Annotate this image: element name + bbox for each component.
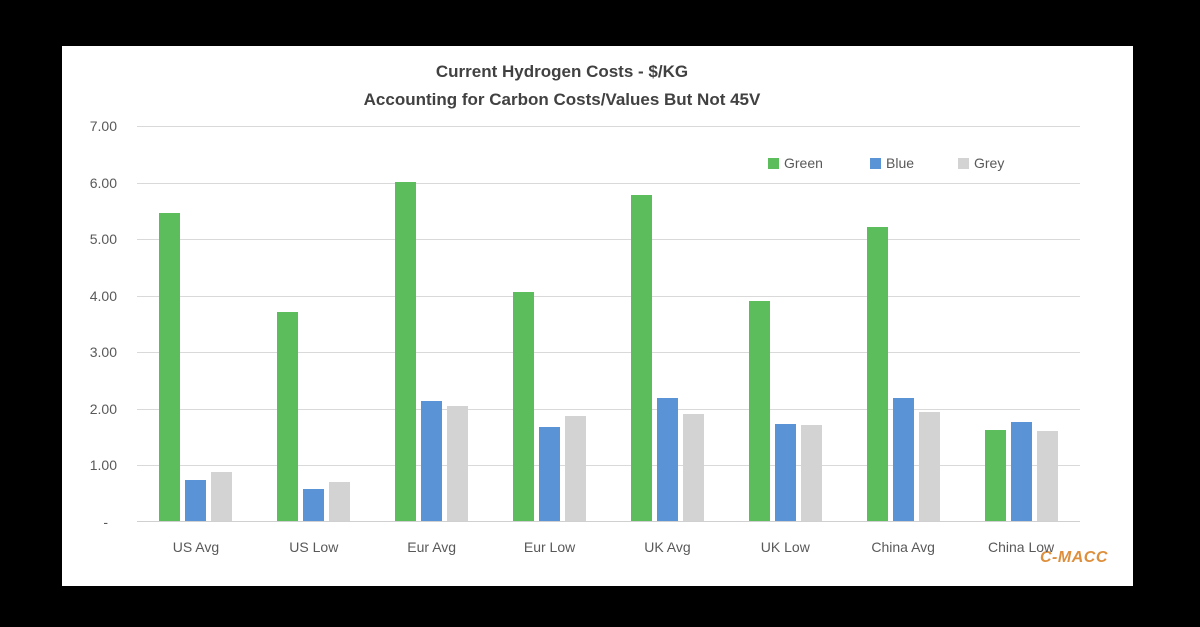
legend-item-green: Green [768,155,823,171]
legend-label-blue: Blue [886,155,915,171]
bar-blue-china-avg [892,397,914,521]
y-tick-label-6: 6.00 [89,174,117,191]
gridline-6 [137,182,1080,184]
chart-title-line2: Accounting for Carbon Costs/Values But N… [363,90,761,109]
bar-green-eur-low [513,291,535,521]
bar-green-us-avg [159,212,181,521]
x-axis-line [137,521,1080,522]
y-tick-label-7: 7.00 [89,118,117,134]
y-tick-label-1: 1.00 [89,457,117,474]
gridline-3 [137,352,1080,354]
chart-card: Current Hydrogen Costs - $/KG Accounting… [62,46,1133,586]
legend-swatch-grey [958,157,969,169]
bar-grey-china-low [1036,431,1058,521]
legend-label-grey: Grey [974,155,1005,171]
y-tick-label-5: 5.00 [89,231,117,248]
bar-blue-uk-low [774,423,796,521]
legend-item-blue: Blue [870,155,914,171]
bar-green-china-low [984,429,1006,521]
chart-title: Current Hydrogen Costs - $/KG Accounting… [62,58,1062,114]
bar-grey-uk-avg [682,414,704,521]
gridline-7 [137,126,1080,127]
bar-grey-eur-avg [447,406,469,521]
bar-blue-eur-low [539,427,561,521]
bar-grey-china-avg [918,411,940,521]
gridline-2 [137,408,1080,410]
legend-swatch-blue [870,157,881,169]
bar-grey-uk-low [800,424,822,521]
bar-green-us-low [277,311,299,521]
bar-green-china-avg [866,226,888,521]
x-tick-label-us-low: US Low [289,539,339,555]
bar-grey-us-avg [211,471,233,521]
bar-green-uk-avg [630,195,652,521]
bar-blue-eur-avg [421,401,443,521]
bar-grey-eur-low [565,416,587,521]
x-tick-label-china-avg: China Avg [871,539,935,555]
x-tick-label-us-avg: US Avg [172,539,220,555]
gridline-4 [137,295,1080,297]
y-tick-label-0: - [103,514,108,530]
chart-title-line1: Current Hydrogen Costs - $/KG [435,62,689,81]
x-tick-label-china-low: China Low [987,539,1055,555]
bar-blue-us-low [303,489,325,521]
bar-blue-china-low [1010,422,1032,521]
bar-green-uk-low [748,300,770,521]
legend-swatch-green [768,157,779,169]
x-tick-label-eur-avg: Eur Avg [407,539,457,555]
bar-grey-us-low [329,481,351,521]
x-tick-label-uk-avg: UK Avg [644,539,691,555]
legend-label-green: Green [784,155,823,171]
gridline-1 [137,465,1080,467]
legend-item-grey: Grey [958,155,1004,171]
plot-area [137,126,1080,522]
gridline-5 [137,239,1080,241]
cmacc-logo: C-MACC [1040,549,1108,566]
y-tick-label-2: 2.00 [89,400,117,417]
bar-blue-uk-avg [656,397,678,521]
bar-blue-us-avg [185,479,207,521]
y-tick-label-3: 3.00 [89,344,117,361]
bar-green-eur-avg [395,181,417,521]
x-tick-label-eur-low: Eur Low [523,539,576,555]
x-tick-label-uk-low: UK Low [760,539,810,555]
y-tick-label-4: 4.00 [89,287,117,304]
